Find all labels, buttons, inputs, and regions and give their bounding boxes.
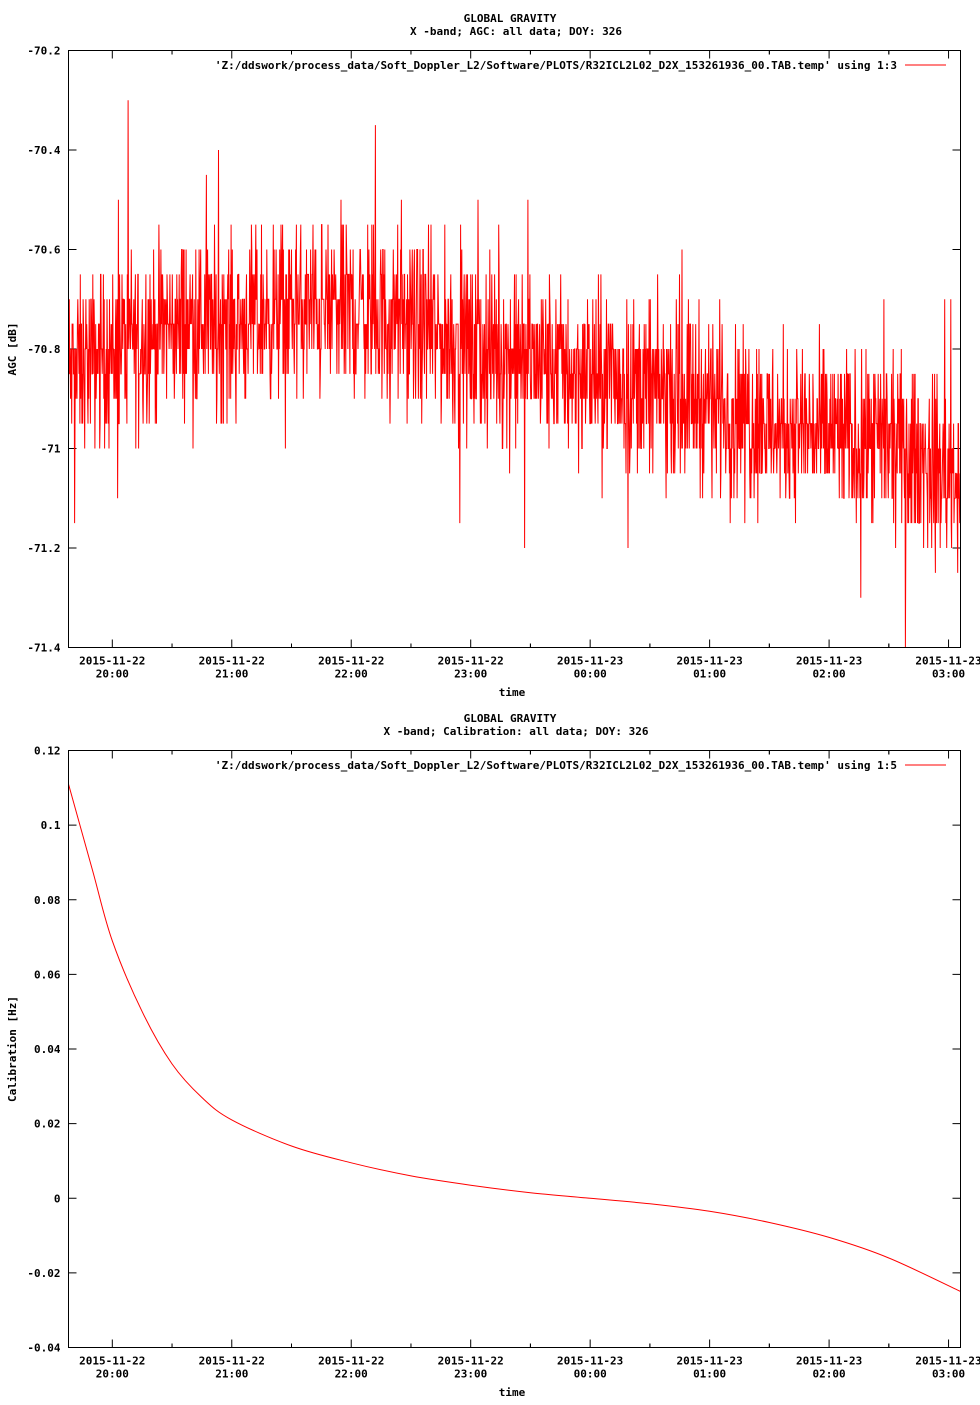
calibration-y-tick-label: 0.1 (41, 819, 61, 832)
calibration-title: GLOBAL GRAVITY (464, 712, 557, 725)
agc-title: GLOBAL GRAVITY (464, 12, 557, 25)
agc-y-tick-label: -71.4 (27, 642, 60, 655)
agc-x-tick-date: 2015-11-22 (79, 655, 145, 668)
calibration-panel: GLOBAL GRAVITY X -band; Calibration: all… (6, 712, 980, 1399)
agc-x-tick-date: 2015-11-22 (199, 655, 265, 668)
calibration-x-tick-date: 2015-11-23 (677, 1355, 743, 1368)
calibration-x-axis-label: time (499, 1386, 526, 1399)
agc-x-tick-time: 22:00 (335, 668, 368, 681)
agc-y-tick-label: -70.8 (27, 343, 60, 356)
calibration-x-tick-date: 2015-11-23 (915, 1355, 980, 1368)
calibration-y-tick-label: 0.06 (34, 968, 61, 981)
agc-x-tick-time: 23:00 (454, 668, 487, 681)
agc-x-tick-date: 2015-11-23 (915, 655, 980, 668)
agc-x-axis-label: time (499, 686, 526, 699)
calibration-x-tick-date: 2015-11-23 (557, 1355, 623, 1368)
agc-legend-text: 'Z:/ddswork/process_data/Soft_Doppler_L2… (215, 59, 897, 72)
calibration-x-tick-time: 03:00 (932, 1368, 965, 1381)
calibration-series-line (68, 783, 961, 1292)
calibration-y-tick-label: 0.12 (34, 745, 61, 758)
agc-x-tick-time: 20:00 (96, 668, 129, 681)
calibration-x-tick-date: 2015-11-22 (438, 1355, 504, 1368)
agc-y-tick-label: -70.2 (27, 45, 60, 58)
calibration-subtitle: X -band; Calibration: all data; DOY: 326 (384, 725, 649, 738)
agc-y-tick-label: -71.2 (27, 542, 60, 555)
agc-x-tick-time: 21:00 (215, 668, 248, 681)
calibration-x-tick-date: 2015-11-22 (79, 1355, 145, 1368)
agc-y-tick-label: -70.4 (27, 144, 60, 157)
agc-x-tick-date: 2015-11-22 (438, 655, 504, 668)
calibration-plot-frame (68, 750, 961, 1348)
calibration-x-tick-time: 21:00 (215, 1368, 248, 1381)
calibration-x-tick-time: 00:00 (574, 1368, 607, 1381)
calibration-y-tick-label: -0.02 (27, 1267, 60, 1280)
agc-x-tick-time: 02:00 (813, 668, 846, 681)
agc-x-tick-time: 03:00 (932, 668, 965, 681)
agc-x-tick-date: 2015-11-23 (796, 655, 862, 668)
agc-axes: -70.2 -70.4 -70.6 -70.8 -71 -71.2 -71.4 2015-11… (27, 45, 980, 681)
calibration-axes: 0.12 0.1 0.08 0.06 0.04 0.02 0 -0.02 -0.04 2015-1… (27, 745, 980, 1381)
calibration-y-tick-label: 0.02 (34, 1118, 61, 1131)
agc-y-axis-label: AGC [dB] (6, 323, 19, 376)
agc-x-tick-date: 2015-11-23 (557, 655, 623, 668)
agc-x-tick-time: 00:00 (574, 668, 607, 681)
agc-y-tick-label: -71 (41, 443, 61, 456)
calibration-x-tick-time: 22:00 (335, 1368, 368, 1381)
agc-panel: GLOBAL GRAVITY X -band; AGC: all data; D… (6, 12, 980, 699)
calibration-x-tick-time: 23:00 (454, 1368, 487, 1381)
calibration-y-tick-label: -0.04 (27, 1342, 60, 1355)
agc-x-tick-date: 2015-11-22 (318, 655, 384, 668)
agc-series-line (68, 100, 961, 648)
agc-series (68, 100, 961, 648)
calibration-x-tick-time: 20:00 (96, 1368, 129, 1381)
agc-x-tick-time: 01:00 (693, 668, 726, 681)
calibration-x-tick-time: 02:00 (813, 1368, 846, 1381)
calibration-x-tick-time: 01:00 (693, 1368, 726, 1381)
calibration-series (68, 783, 961, 1292)
calibration-x-tick-date: 2015-11-22 (318, 1355, 384, 1368)
agc-plot-frame (68, 50, 961, 648)
calibration-y-axis-label: Calibration [Hz] (6, 996, 19, 1102)
calibration-x-tick-date: 2015-11-23 (796, 1355, 862, 1368)
agc-y-tick-label: -70.6 (27, 244, 60, 257)
calibration-y-tick-label: 0 (54, 1192, 61, 1205)
calibration-y-tick-label: 0.08 (34, 894, 61, 907)
calibration-x-tick-date: 2015-11-22 (199, 1355, 265, 1368)
calibration-legend-text: 'Z:/ddswork/process_data/Soft_Doppler_L2… (215, 759, 897, 772)
calibration-y-tick-label: 0.04 (34, 1043, 61, 1056)
agc-x-tick-date: 2015-11-23 (677, 655, 743, 668)
agc-subtitle: X -band; AGC: all data; DOY: 326 (410, 25, 622, 38)
